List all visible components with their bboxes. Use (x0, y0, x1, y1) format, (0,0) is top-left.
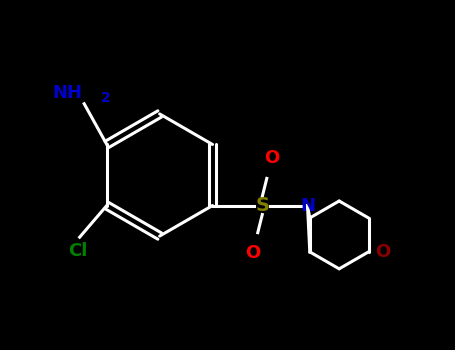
Text: NH: NH (52, 84, 82, 101)
Text: N: N (300, 196, 315, 215)
Text: O: O (264, 149, 279, 167)
Text: Cl: Cl (68, 242, 87, 260)
Text: O: O (375, 243, 390, 261)
Text: 2: 2 (101, 91, 111, 105)
Text: S: S (255, 196, 269, 215)
Text: O: O (246, 244, 261, 262)
